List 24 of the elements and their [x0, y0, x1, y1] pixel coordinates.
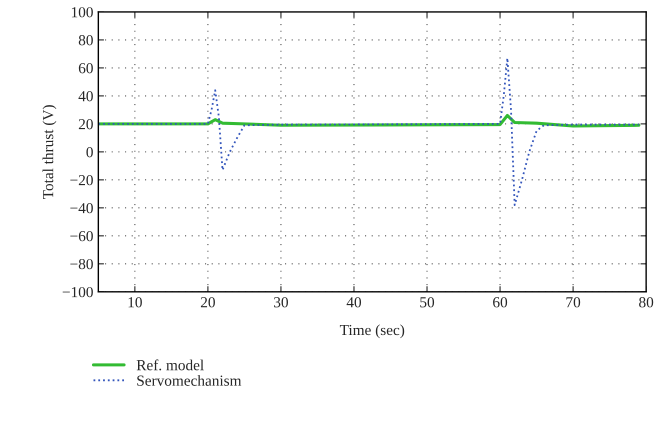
x-tick-label: 50 [420, 297, 434, 308]
y-tick-label: 40 [78, 91, 93, 102]
y-axis-title: Total thrust (V) [42, 105, 56, 199]
x-tick-label: 80 [639, 297, 654, 308]
x-tick-label: 70 [566, 297, 580, 308]
x-tick-label: 30 [274, 297, 288, 308]
y-tick-label: 100 [72, 7, 93, 18]
y-tick-label: 20 [78, 119, 93, 130]
legend-label: Servomechanism [137, 375, 242, 386]
y-tick-label: 80 [78, 35, 93, 46]
y-tick-label: −20 [70, 175, 93, 186]
y-tick-label: −80 [70, 258, 93, 270]
x-tick-label: 20 [200, 297, 215, 308]
y-tick-label: 0 [86, 147, 93, 158]
y-tick-label: −100 [62, 286, 93, 298]
x-axis-title: Time (sec) [340, 324, 404, 338]
legend-label: Ref. model [136, 359, 204, 370]
x-tick-label: 40 [346, 297, 362, 308]
line-series [98, 57, 640, 206]
y-tick-label: −40 [70, 202, 93, 214]
x-tick-label: 60 [493, 297, 508, 308]
y-tick-label: −60 [70, 230, 93, 242]
y-tick-label: 60 [78, 63, 93, 74]
x-tick-label: 10 [128, 297, 142, 308]
